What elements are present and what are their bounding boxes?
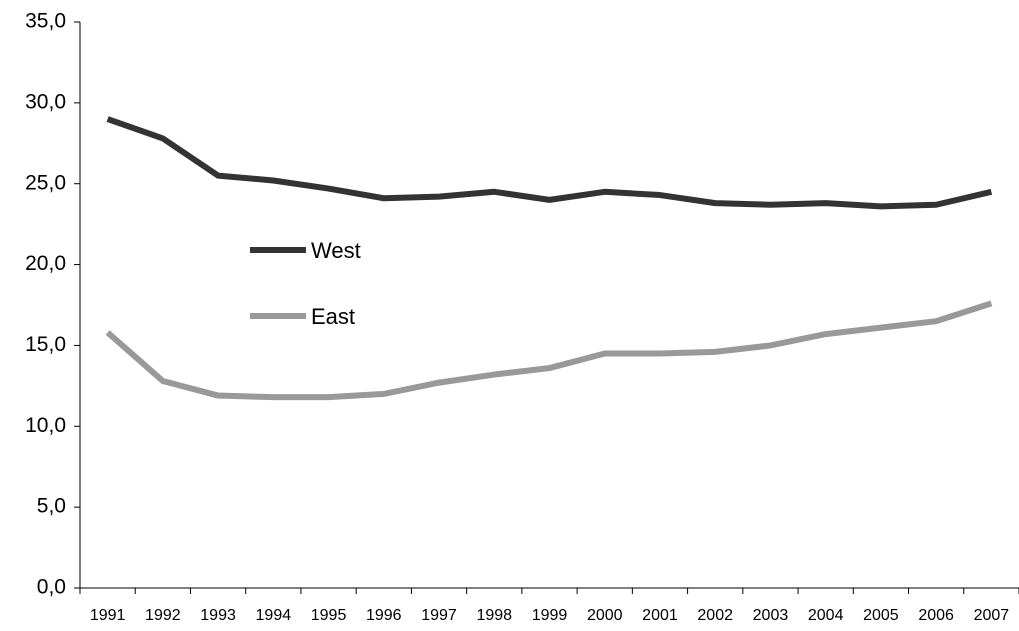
x-tick-label: 2005 [863, 607, 899, 624]
legend-label: West [311, 238, 361, 263]
x-tick-label: 1994 [256, 607, 292, 624]
x-tick-label: 2004 [808, 607, 844, 624]
y-tick-label: 5,0 [37, 495, 66, 518]
x-tick-label: 2002 [697, 607, 733, 624]
x-tick-label: 1992 [145, 607, 181, 624]
x-tick-label: 2000 [587, 607, 623, 624]
y-tick-label: 25,0 [25, 171, 66, 194]
x-tick-label: 1998 [476, 607, 512, 624]
x-tick-label: 1993 [200, 607, 236, 624]
x-tick-label: 2007 [974, 607, 1010, 624]
y-tick-label: 35,0 [25, 10, 66, 33]
legend-label: East [311, 304, 355, 329]
x-tick-label: 2006 [918, 607, 954, 624]
y-tick-label: 20,0 [25, 252, 66, 275]
x-tick-label: 1996 [366, 607, 402, 624]
line-series [105, 300, 993, 401]
y-tick-label: 15,0 [25, 333, 66, 356]
x-tick-label: 2001 [642, 607, 678, 624]
x-tick-label: 1995 [311, 607, 347, 624]
y-tick-label: 0,0 [37, 576, 66, 599]
x-tick-label: 1997 [421, 607, 457, 624]
y-tick-label: 30,0 [25, 90, 66, 113]
x-tick-label: 1999 [532, 607, 568, 624]
y-tick-label: 10,0 [25, 414, 66, 437]
line-series [106, 116, 993, 210]
x-tick-label: 2003 [753, 607, 789, 624]
x-tick-label: 1991 [90, 607, 126, 624]
